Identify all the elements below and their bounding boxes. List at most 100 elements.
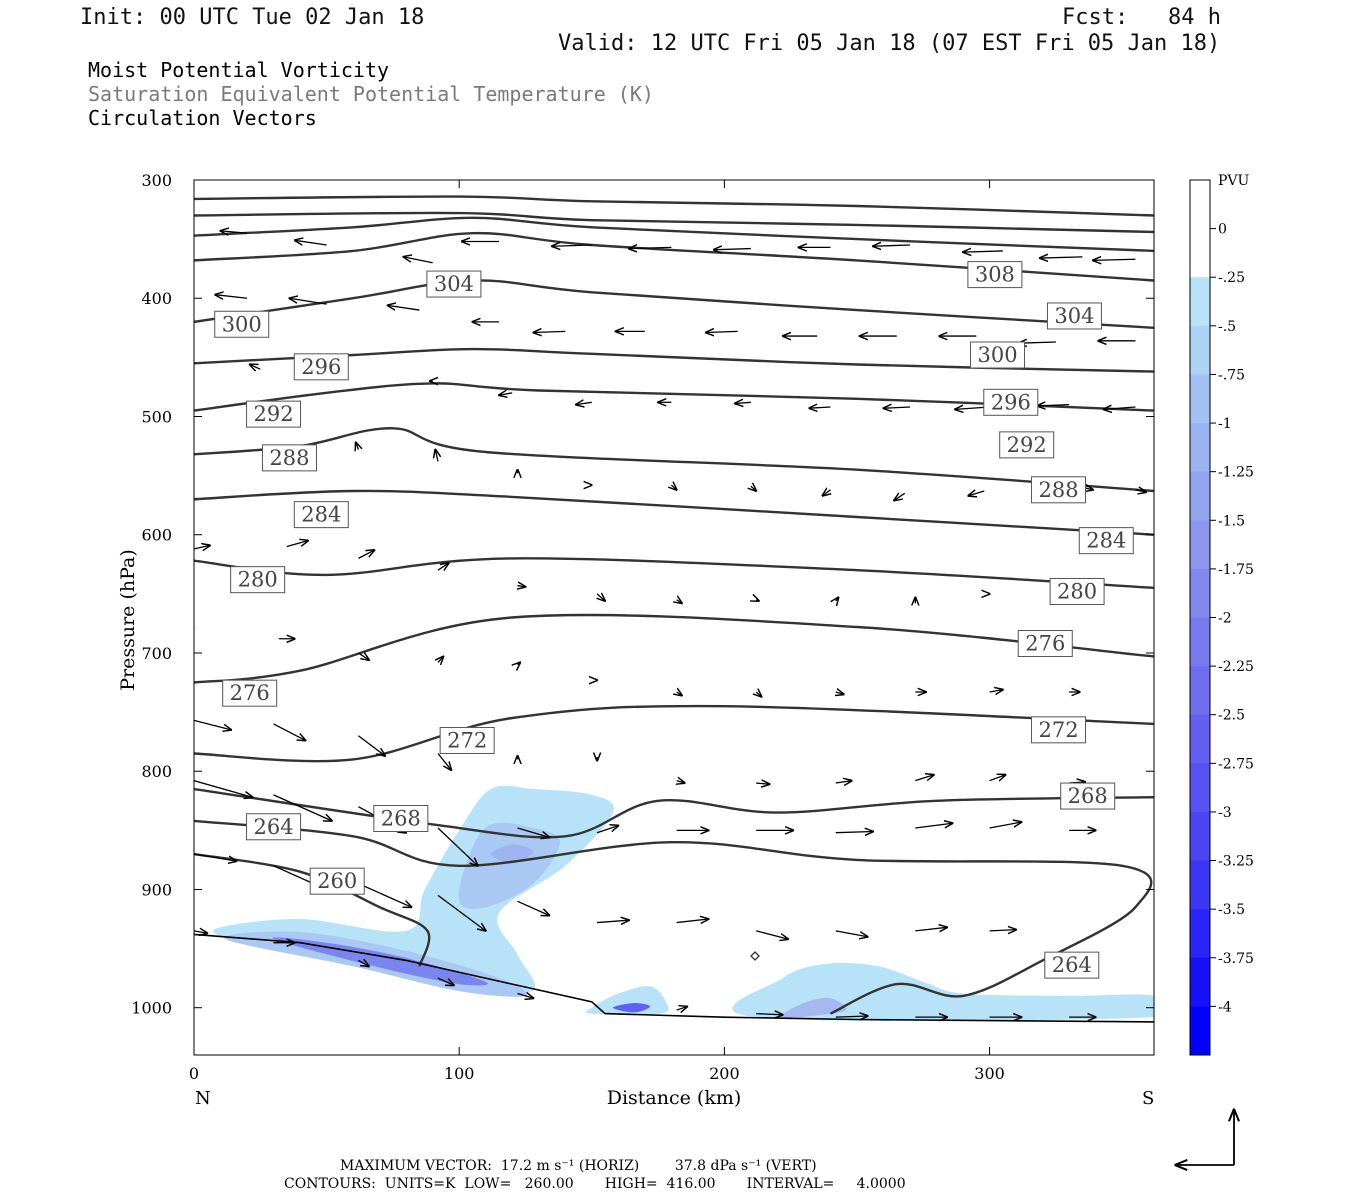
y-tick-label-400: 400 [141, 289, 172, 308]
circulation-vector-44 [968, 491, 985, 496]
circulation-vector-10 [1040, 257, 1083, 258]
colorbar-swatch-4 [1190, 374, 1210, 424]
circulation-vector-71 [273, 723, 306, 741]
circulation-vectors [186, 231, 1146, 1017]
north-label: N [195, 1088, 211, 1109]
colorbar-level--1.75: -1.75 [1218, 562, 1254, 578]
contour-label-280: 280 [1049, 577, 1105, 605]
svg-text:284: 284 [1086, 529, 1126, 553]
y-tick-label-900: 900 [141, 880, 172, 899]
circulation-vector-16 [533, 331, 566, 332]
circulation-vector-65 [756, 692, 761, 697]
x-axis-label: Distance (km) [607, 1087, 742, 1109]
mpv-shading [213, 785, 1154, 1022]
contour-label-264: 264 [1044, 951, 1100, 979]
contour-label-284: 284 [1078, 527, 1134, 555]
circulation-vector-6 [714, 249, 751, 250]
circulation-vector-9 [963, 251, 1003, 252]
circulation-vector-18 [706, 331, 738, 332]
contour-label-308: 308 [967, 261, 1023, 289]
svg-text:268: 268 [1068, 784, 1108, 808]
svg-text:304: 304 [1054, 304, 1094, 328]
colorbar-swatch-8 [1190, 568, 1210, 618]
pvu-colorbar: PVU 0 -.25 -.5 -.75 -1 -1.25 -1.5 -1.75 -2 -2.25 -2… [1189, 173, 1254, 1056]
circulation-vector-0 [221, 231, 248, 233]
contour-label-300: 300 [214, 310, 270, 338]
circulation-vector-47 [194, 545, 210, 549]
circulation-vector-51 [518, 586, 526, 587]
circulation-vector-54 [756, 600, 759, 601]
svg-text:300: 300 [977, 343, 1017, 367]
contours-note: CONTOURS: UNITS=K LOW= 260.00 HIGH= 416.… [284, 1176, 906, 1192]
field-title-mpv: Moist Potential Vorticity [88, 58, 390, 82]
theta-es-contour-1 [194, 211, 1154, 234]
circulation-vector-97 [437, 894, 486, 930]
contour-label-264: 264 [246, 813, 302, 841]
circulation-vector-94 [194, 853, 236, 861]
svg-text:292: 292 [1007, 433, 1047, 457]
colorbar-level--4: -4 [1218, 999, 1232, 1015]
colorbar-swatch-16 [1190, 957, 1210, 1007]
colorbar-level--.5: -.5 [1218, 319, 1236, 335]
circulation-vector-30 [735, 402, 751, 403]
contour-label-296: 296 [983, 388, 1039, 416]
colorbar-level--2.25: -2.25 [1218, 659, 1254, 675]
circulation-vector-24 [250, 364, 261, 369]
circulation-vector-109 [517, 994, 534, 999]
circulation-vector-99 [597, 920, 629, 922]
circulation-vector-8 [873, 245, 911, 246]
theta-es-contour-264 [194, 819, 1153, 1015]
mpv-shade-region-1 [458, 822, 560, 909]
colorbar-level--3.5: -3.5 [1218, 902, 1245, 918]
svg-text:288: 288 [1038, 478, 1078, 502]
plot-frame [193, 179, 1155, 1056]
colorbar-swatch-0 [1190, 180, 1210, 230]
circulation-vector-105 [194, 931, 207, 933]
circulation-vector-104 [989, 930, 1017, 931]
colorbar-level--.25: -.25 [1218, 270, 1245, 286]
circulation-vector-49 [358, 550, 374, 559]
svg-text:260: 260 [317, 869, 357, 893]
circulation-vector-98 [517, 900, 550, 915]
colorbar-unit-label: PVU [1218, 173, 1250, 189]
circulation-vector-111 [756, 1014, 783, 1015]
contour-label-272: 272 [439, 726, 495, 754]
mpv-shade-region-2 [491, 844, 534, 864]
svg-text:300: 300 [222, 312, 262, 336]
colorbar-swatch-13 [1190, 811, 1210, 862]
field-title-vectors: Circulation Vectors [88, 106, 317, 130]
y-tick-label-600: 600 [141, 526, 172, 545]
colorbar-level--2.75: -2.75 [1218, 756, 1254, 772]
field-title-theta-es: Saturation Equivalent Potential Temperat… [88, 82, 654, 106]
circulation-vector-72 [358, 735, 385, 756]
y-tick-label-800: 800 [141, 762, 172, 781]
circulation-vector-58 [186, 626, 194, 633]
contour-label-292: 292 [999, 431, 1055, 459]
theta-es-contours [194, 195, 1154, 1015]
x-tick-label-0: 0 [189, 1064, 199, 1083]
theta-es-contour-2 [194, 216, 1154, 253]
svg-text:308: 308 [975, 263, 1015, 287]
circulation-vector-80 [989, 775, 1006, 781]
circulation-vector-27 [499, 393, 513, 395]
contour-label-300: 300 [970, 341, 1026, 369]
circulation-vector-37 [435, 450, 438, 462]
contour-label-284: 284 [293, 501, 349, 529]
circulation-vector-5 [629, 247, 672, 248]
circulation-vector-43 [894, 493, 906, 500]
circulation-vector-53 [677, 600, 682, 604]
svg-text:276: 276 [1025, 632, 1065, 656]
colorbar-swatch-1 [1190, 228, 1210, 278]
south-label: S [1142, 1088, 1154, 1109]
x-tick-label-200: 200 [709, 1064, 740, 1083]
x-tick-label-100: 100 [444, 1064, 475, 1083]
colorbar-swatch-14 [1190, 860, 1210, 910]
theta-es-contour-304 [194, 231, 1154, 282]
circulation-vector-83 [273, 794, 332, 821]
y-tick-label-700: 700 [141, 644, 172, 663]
circulation-vector-110 [676, 1007, 688, 1011]
svg-text:288: 288 [269, 446, 309, 470]
circulation-vector-103 [915, 927, 947, 931]
circulation-vector-36 [356, 443, 359, 450]
